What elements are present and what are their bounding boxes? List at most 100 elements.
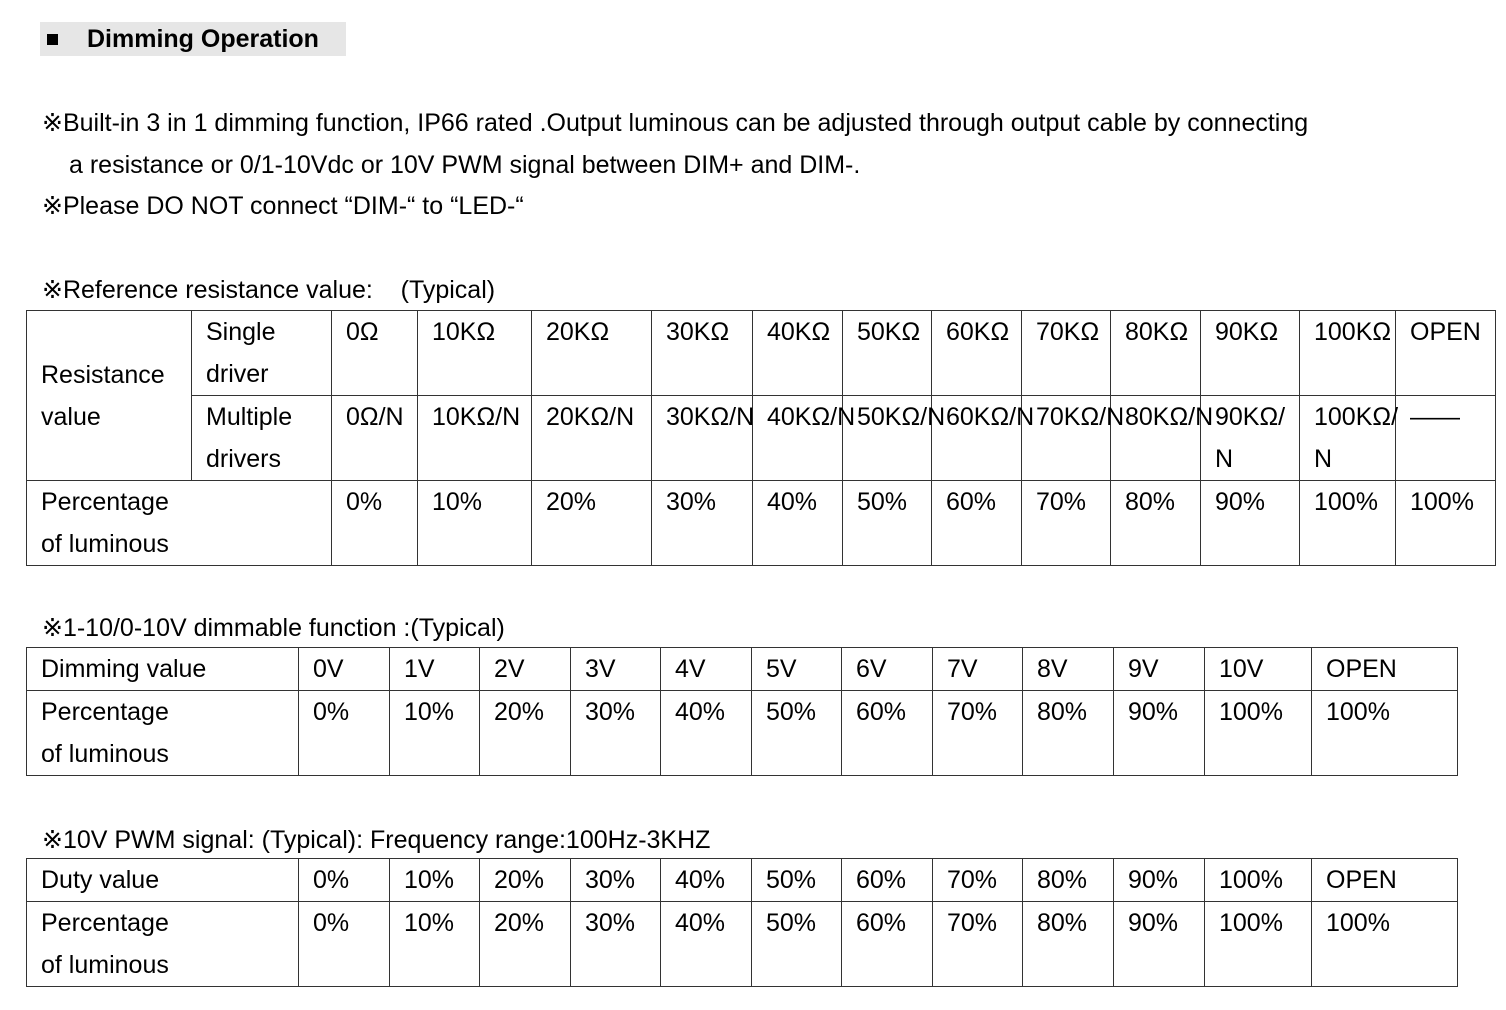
table-cell: 30% bbox=[570, 858, 661, 902]
cell-text: 20% bbox=[494, 866, 545, 894]
table-cell: 2V bbox=[479, 647, 571, 691]
cell-text: 40% bbox=[767, 488, 818, 516]
multiple-drivers-row: Multiple drivers 0Ω/N 10KΩ/N 20KΩ/N 30KΩ… bbox=[27, 395, 1496, 481]
cell-text: 100KΩ/ bbox=[1314, 403, 1399, 431]
single-driver-row: Resistance value Single driver 0Ω 10KΩ 2… bbox=[26, 310, 1496, 481]
cell-text: value bbox=[41, 402, 101, 431]
duty-value-row: Duty value 0% 10% 20% 30% 40% 50% 60% 70… bbox=[26, 858, 1458, 902]
cell-text: 30KΩ bbox=[666, 318, 730, 346]
cell-text: 0V bbox=[313, 655, 344, 683]
table-cell: 0V bbox=[298, 647, 390, 691]
table-cell: 100% bbox=[1311, 901, 1458, 987]
table-cell: 50% bbox=[751, 690, 842, 776]
table-cell: OPEN bbox=[1311, 647, 1458, 691]
dimming-value-row: Dimming value 0V 1V 2V 3V 4V 5V 6V 7V 8V… bbox=[26, 647, 1458, 691]
cell-text: 90% bbox=[1215, 488, 1266, 516]
table-cell: 10% bbox=[417, 480, 532, 566]
table-cell: 20KΩ/N bbox=[531, 395, 652, 481]
cell-text: 50% bbox=[766, 866, 817, 894]
table-cell: 90% bbox=[1113, 690, 1205, 776]
cell-text: OPEN bbox=[1326, 655, 1397, 683]
table-cell: 3V bbox=[570, 647, 661, 691]
cell-text: Multiple bbox=[206, 403, 293, 431]
table-cell: 0% bbox=[298, 690, 390, 776]
cell-text: 80KΩ/N bbox=[1125, 403, 1214, 431]
cell-text: 70% bbox=[947, 909, 998, 937]
table-cell: 90KΩ bbox=[1200, 310, 1300, 396]
cell-text: 80% bbox=[1037, 909, 1088, 937]
cell-text: 30% bbox=[585, 698, 636, 726]
table-cell: 70KΩ/N bbox=[1021, 395, 1124, 481]
table-cell: 60% bbox=[841, 858, 933, 902]
table-cell: 60% bbox=[841, 690, 933, 776]
cell-text: 70% bbox=[1036, 488, 1087, 516]
resistance-table: Resistance value Single driver 0Ω 10KΩ 2… bbox=[26, 310, 1496, 566]
table-cell: 30KΩ/N bbox=[651, 395, 754, 481]
table-cell: 90KΩ/ N bbox=[1200, 395, 1300, 481]
voltage-table: Dimming value 0V 1V 2V 3V 4V 5V 6V 7V 8V… bbox=[26, 647, 1458, 776]
section-heading: Dimming Operation bbox=[40, 22, 346, 56]
table-cell: 10KΩ/N bbox=[417, 395, 532, 481]
table-cell: 10% bbox=[389, 858, 480, 902]
cell-text: 100% bbox=[1326, 698, 1390, 726]
table-cell: 0% bbox=[331, 480, 418, 566]
cell-text: 60KΩ bbox=[946, 318, 1010, 346]
voltage-caption: ※1-10/0-10V dimmable function :(Typical) bbox=[42, 613, 505, 643]
table-cell: 0Ω/N bbox=[331, 395, 418, 481]
table-cell: 80% bbox=[1110, 480, 1201, 566]
table-cell: 20KΩ bbox=[531, 310, 652, 396]
cell-text: 20% bbox=[494, 909, 545, 937]
table-cell: 8V bbox=[1022, 647, 1114, 691]
table-cell: 70% bbox=[932, 858, 1023, 902]
pwm-percentage-row: Percentage of luminous 0% 10% 20% 30% 40… bbox=[26, 901, 1458, 987]
note-line-2: a resistance or 0/1-10Vdc or 10V PWM sig… bbox=[69, 150, 860, 180]
cell-text: 10% bbox=[404, 698, 455, 726]
cell-text: N bbox=[1215, 445, 1234, 473]
table-cell: 10% bbox=[389, 901, 480, 987]
cell-text: 70% bbox=[947, 866, 998, 894]
cell-text: Dimming value bbox=[41, 655, 207, 683]
cell-text: 4V bbox=[675, 655, 706, 683]
square-bullet-icon bbox=[47, 33, 58, 45]
cell-text: 60% bbox=[856, 698, 907, 726]
table-cell: 80% bbox=[1022, 690, 1114, 776]
cell-text: 30% bbox=[585, 866, 636, 894]
cell-text: 50KΩ bbox=[857, 318, 921, 346]
cell-text: 9V bbox=[1128, 655, 1159, 683]
cell-text: Percentage bbox=[41, 488, 169, 516]
cell-text: 0% bbox=[313, 866, 350, 894]
cell-text: 20KΩ bbox=[546, 318, 610, 346]
cell-text: 100% bbox=[1219, 698, 1283, 726]
table-cell: 70% bbox=[932, 901, 1023, 987]
cell-text: 8V bbox=[1037, 655, 1068, 683]
table-cell: 30% bbox=[570, 901, 661, 987]
table-cell: 100% bbox=[1204, 690, 1312, 776]
table-cell: 80KΩ bbox=[1110, 310, 1201, 396]
pwm-table: Duty value 0% 10% 20% 30% 40% 50% 60% 70… bbox=[26, 858, 1458, 987]
cell-text: 20% bbox=[494, 698, 545, 726]
cell-text: 1V bbox=[404, 655, 435, 683]
cell-text: 90KΩ bbox=[1215, 318, 1279, 346]
cell-text: 0% bbox=[313, 698, 350, 726]
table-cell: 50KΩ bbox=[842, 310, 932, 396]
table-cell: 80% bbox=[1022, 858, 1114, 902]
reference-mark-icon: ※ bbox=[42, 614, 63, 642]
cell-text: Resistance bbox=[41, 360, 165, 389]
table-cell: 40% bbox=[660, 690, 752, 776]
cell-text: 0Ω/N bbox=[346, 403, 404, 431]
reference-mark-icon: ※ bbox=[42, 192, 63, 220]
resistance-caption: ※Reference resistance value: (Typical) bbox=[42, 275, 495, 305]
table-cell: 20% bbox=[479, 901, 571, 987]
cell-text: 100% bbox=[1219, 866, 1283, 894]
note-line-3: ※Please DO NOT connect “DIM-“ to “LED-“ bbox=[42, 191, 524, 221]
cell-text: Single bbox=[206, 318, 276, 346]
cell-text: 60% bbox=[856, 909, 907, 937]
table-cell: OPEN bbox=[1395, 310, 1496, 396]
cell-text: Percentage bbox=[41, 909, 169, 937]
cell-text: 10KΩ bbox=[432, 318, 496, 346]
multiple-drivers-label: Multiple drivers bbox=[191, 395, 332, 481]
cell-text: of luminous bbox=[41, 530, 169, 558]
table-cell: 70KΩ bbox=[1021, 310, 1111, 396]
cell-text: 100% bbox=[1314, 488, 1378, 516]
cell-text: 80% bbox=[1037, 698, 1088, 726]
